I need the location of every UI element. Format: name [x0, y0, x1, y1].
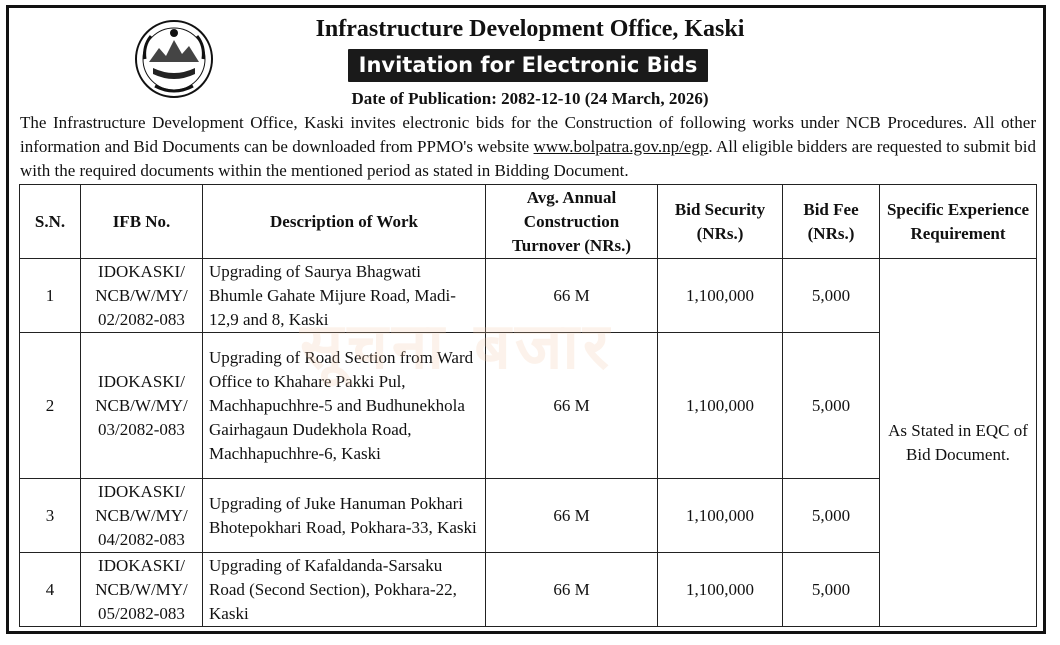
header-bid-security: Bid Security (NRs.): [657, 184, 783, 259]
table-row: 4 IDOKASKI/ NCB/W/MY/ 05/2082-083 Upgrad…: [19, 552, 1037, 627]
cell-bid-fee: 5,000: [782, 478, 880, 553]
intro-paragraph: The Infrastructure Development Office, K…: [20, 111, 1036, 183]
cell-description: Upgrading of Juke Hanuman Pokhari Bhotep…: [202, 478, 486, 553]
cell-sn: 4: [19, 552, 81, 627]
cell-bid-security: 1,100,000: [657, 258, 783, 333]
table-row: 3 IDOKASKI/ NCB/W/MY/ 04/2082-083 Upgrad…: [19, 478, 1037, 553]
cell-turnover: 66 M: [485, 258, 658, 333]
publication-date: Date of Publication: 2082-12-10 (24 Marc…: [351, 89, 709, 108]
cell-bid-fee: 5,000: [782, 332, 880, 479]
intro-text-part2: . All eligible bidders are requested to …: [20, 137, 1036, 180]
ppmo-website-link[interactable]: www.bolpatra.gov.np/egp: [533, 137, 709, 156]
notice-heading-bar: Invitation for Electronic Bids: [348, 49, 708, 82]
header-turnover: Avg. Annual Construction Turnover (NRs.): [485, 184, 658, 259]
header-ifb-no: IFB No.: [80, 184, 203, 259]
header-sn: S.N.: [19, 184, 81, 259]
intro-text-part1: The Infrastructure Development Office, K…: [20, 113, 1036, 156]
cell-sn: 3: [19, 478, 81, 553]
bids-table: S.N. IFB No. Description of Work Avg. An…: [19, 184, 1037, 627]
table-header-row: S.N. IFB No. Description of Work Avg. An…: [19, 184, 1037, 259]
cell-ifb-no: IDOKASKI/ NCB/W/MY/ 03/2082-083: [80, 332, 203, 479]
header-bid-fee: Bid Fee (NRs.): [782, 184, 880, 259]
cell-ifb-no: IDOKASKI/ NCB/W/MY/ 02/2082-083: [80, 258, 203, 333]
cell-turnover: 66 M: [485, 552, 658, 627]
cell-bid-fee: 5,000: [782, 258, 880, 333]
cell-description: Upgrading of Kafaldanda-Sarsaku Road (Se…: [202, 552, 486, 627]
cell-description: Upgrading of Saurya Bhagwati Bhumle Gaha…: [202, 258, 486, 333]
header-experience: Specific Experience Requirement: [879, 184, 1037, 259]
cell-bid-security: 1,100,000: [657, 332, 783, 479]
cell-bid-security: 1,100,000: [657, 552, 783, 627]
notice-frame: [6, 5, 1046, 634]
cell-experience-requirement: As Stated in EQC of Bid Document.: [879, 258, 1037, 627]
cell-sn: 2: [19, 332, 81, 479]
cell-turnover: 66 M: [485, 332, 658, 479]
cell-ifb-no: IDOKASKI/ NCB/W/MY/ 05/2082-083: [80, 552, 203, 627]
header-description: Description of Work: [202, 184, 486, 259]
cell-description: Upgrading of Road Section from Ward Offi…: [202, 332, 486, 479]
cell-sn: 1: [19, 258, 81, 333]
nepal-government-emblem-icon: [135, 20, 213, 98]
cell-ifb-no: IDOKASKI/ NCB/W/MY/ 04/2082-083: [80, 478, 203, 553]
cell-bid-security: 1,100,000: [657, 478, 783, 553]
office-title: Infrastructure Development Office, Kaski: [315, 16, 745, 42]
cell-bid-fee: 5,000: [782, 552, 880, 627]
table-row: 1 IDOKASKI/ NCB/W/MY/ 02/2082-083 Upgrad…: [19, 258, 1037, 627]
cell-turnover: 66 M: [485, 478, 658, 553]
